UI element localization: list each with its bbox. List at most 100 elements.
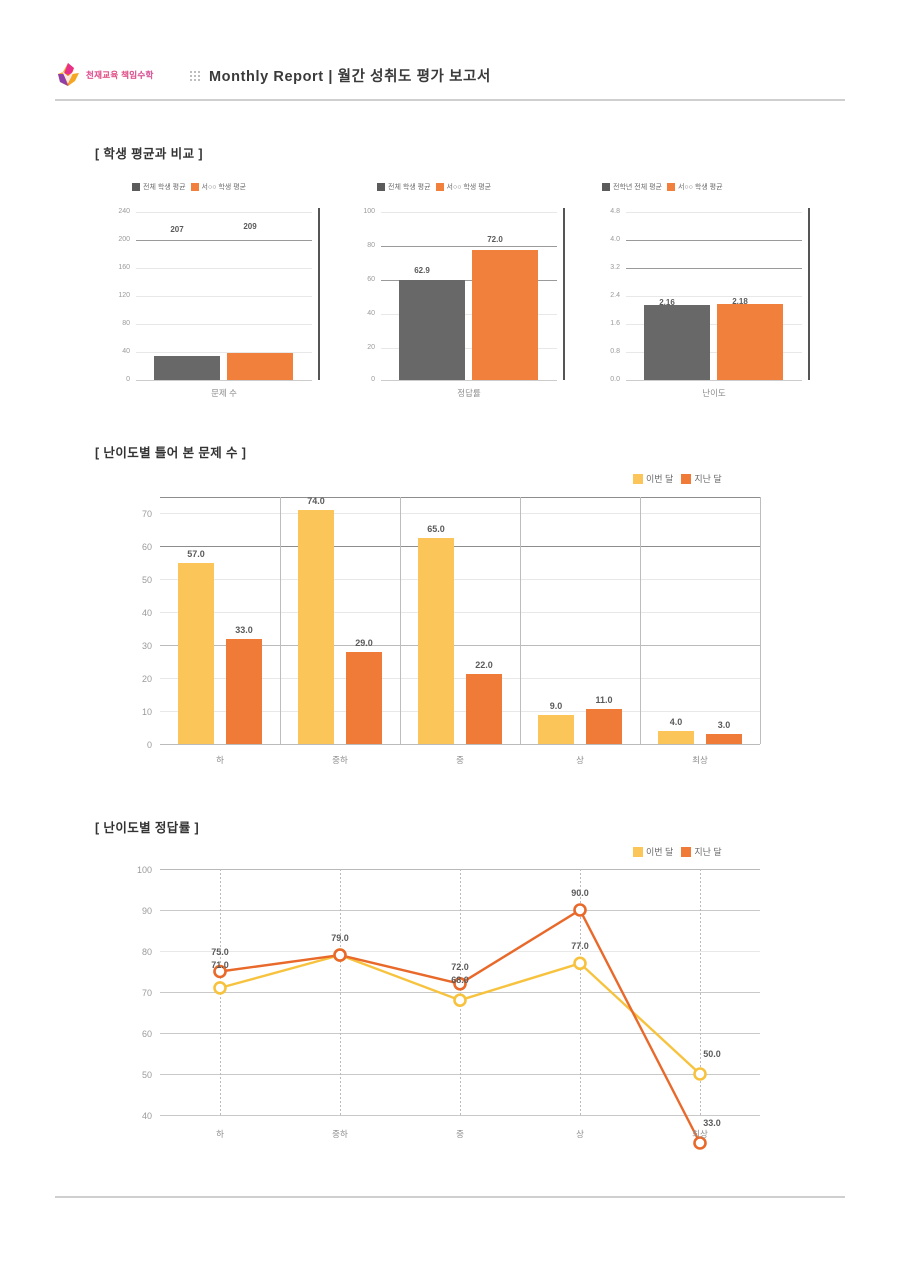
grid-line [136,296,312,297]
bar-all-avg [154,356,220,380]
plot-area [626,212,802,380]
legend-item-student-avg: 서○○ 학생 평균 [190,182,247,192]
y-tick: 40 [122,348,130,355]
category-gridline [460,869,461,1115]
bar-value-label: 29.0 [355,638,373,648]
legend-mini-difficulty: 전학년 전체 평균 서○○ 학생 평균 [602,182,723,192]
bar-last-month [586,709,622,744]
bar-this-month [418,538,454,744]
x-category-label: 정답률 [457,388,481,398]
legend-swatch-icon [132,183,140,191]
category-gridline [340,869,341,1115]
x-category-label: 중하 [332,1129,348,1139]
y-tick: 60 [367,276,375,283]
legend-label: 서○○ 학생 평균 [201,184,247,191]
plot-area [136,212,312,380]
y-tick: 70 [141,509,152,519]
bar-value-label: 2.16 [659,298,675,307]
legend-swatch-icon [633,473,643,484]
bar-grade-avg [644,305,710,380]
legend-mini-problems: 전체 학생 평균 서○○ 학생 평균 [132,182,246,192]
header-divider [55,99,845,101]
grid-line [626,240,802,241]
bar-this-month [298,510,334,744]
bar-last-month [346,652,382,744]
bar-value-label: 33.0 [235,625,253,635]
legend-label: 서○○ 학생 평균 [446,184,492,191]
grid-line [626,352,802,353]
chart-mini-difficulty: 전학년 전체 평균 서○○ 학생 평균 4.8 4.0 3.2 2.4 1.6 … [590,182,825,398]
plot-area [160,497,760,744]
y-tick: 40 [141,608,152,618]
y-tick: 100 [363,208,375,215]
y-tick: 1.6 [610,320,620,327]
axis-baseline [136,380,312,381]
y-tick: 120 [118,292,130,299]
legend-item-student-avg: 서○○ 학생 평균 [435,182,492,192]
bar-value-label: 11.0 [595,695,613,705]
y-tick: 40 [367,310,375,317]
y-tick: 0.0 [610,376,620,383]
bar-value-label: 4.0 [669,717,683,727]
grid-line [160,678,760,679]
y-tick: 80 [141,947,152,957]
point-value-label: 79.0 [331,933,349,943]
legend-label: 지난 달 [694,847,722,857]
legend-label: 이번 달 [646,474,674,484]
legend-label: 서○○ 학생 평균 [677,184,723,191]
point-value-label: 33.0 [703,1118,721,1128]
legend-swatch-icon [377,183,385,191]
legend-item-all-avg: 전체 학생 평균 [132,182,186,192]
right-axis-rule [563,208,565,380]
y-tick: 30 [141,641,152,651]
bar-value-label: 62.9 [414,266,430,275]
chart-mini-problems: 전체 학생 평균 서○○ 학생 평균 240 200 160 120 80 40… [100,182,330,398]
category-gridline [580,869,581,1115]
grid-line [136,268,312,269]
grid-line [381,280,557,281]
point-value-label: 72.0 [451,962,469,972]
grid-line [381,212,557,213]
category-separator [640,497,641,744]
chart-wrong-by-difficulty: 70 60 50 40 30 20 10 0 [120,490,800,775]
chart-mini-accuracy: 전체 학생 평균 서○○ 학생 평균 100 80 60 40 20 0 62.… [345,182,575,398]
section-title-accuracy: [ 난이도별 정답률 ] [95,821,200,835]
section-title-wrong-count: [ 난이도별 틀어 본 문제 수 ] [95,446,247,460]
y-tick: 0.8 [610,348,620,355]
x-category-label: 하 [216,1129,224,1139]
x-category-label: 상 [576,755,584,765]
category-separator [760,497,761,744]
bar-value-label: 207 [170,225,184,234]
category-separator [400,497,401,744]
brand-name: 천재교육 책임수학 [86,70,154,80]
x-category-label: 문제 수 [211,388,237,398]
legend-swatch-icon [435,183,444,191]
bar-value-label: 3.0 [717,720,731,730]
y-tick: 50 [141,575,152,585]
legend-item-last-month: 지난 달 [681,845,722,858]
legend-item-all-avg: 전체 학생 평균 [377,182,431,192]
axis-baseline [160,1115,760,1116]
section-title-compare: [ 학생 평균과 비교 ] [95,147,203,161]
bar-value-label: 22.0 [475,660,493,670]
bar-value-label: 209 [243,222,257,231]
grid-line [160,579,760,580]
y-tick: 10 [141,707,152,717]
legend-label: 지난 달 [694,474,722,484]
page-title: Monthly Report | 월간 성취도 평가 보고서 [190,65,491,86]
y-tick: 0 [371,376,375,383]
chart-accuracy-by-difficulty: 100 90 80 70 60 50 40 [120,863,800,1153]
grid-line [626,296,802,297]
bar-value-label: 2.18 [732,297,748,306]
bar-this-month [538,715,574,744]
bar-value-label: 65.0 [427,524,445,534]
point-value-label: 68.0 [451,975,469,985]
right-axis-rule [318,208,320,380]
brand-logo: 천재교육 책임수학 [55,62,180,88]
grid-line [381,246,557,247]
bar-student-avg [717,304,783,380]
legend-item-student-avg: 서○○ 학생 평균 [666,182,723,192]
y-tick: 50 [141,1070,152,1080]
legend-wrong-count: 이번 달 지난 달 [633,472,722,485]
